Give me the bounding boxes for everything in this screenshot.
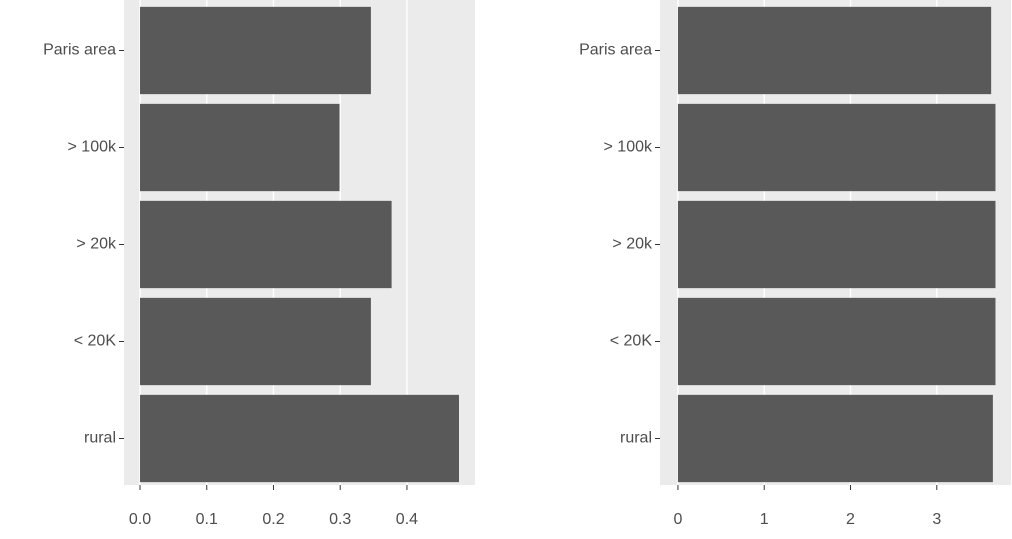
bar: [677, 6, 992, 95]
x-tick-label: 1: [760, 511, 769, 528]
y-tick-label: > 20k: [76, 236, 117, 253]
y-tick-label: Paris area: [43, 42, 116, 59]
y-tick-label: > 100k: [604, 139, 653, 156]
bar: [677, 200, 996, 289]
bar: [140, 6, 371, 95]
y-tick-label: < 20K: [74, 333, 117, 350]
x-tick-label: 0.3: [329, 511, 351, 528]
x-tick-label: 0.2: [262, 511, 284, 528]
x-tick-label: 0.1: [196, 511, 218, 528]
y-tick-label: rural: [84, 430, 116, 447]
bar: [140, 297, 371, 386]
bar: [140, 394, 459, 483]
x-tick-label: 0: [673, 511, 682, 528]
x-tick-label: 0.0: [129, 511, 151, 528]
y-tick-label: rural: [620, 430, 652, 447]
x-tick-label: 0.4: [396, 511, 418, 528]
bar: [140, 103, 340, 192]
y-tick-label: > 100k: [68, 139, 117, 156]
y-tick-label: > 20k: [612, 236, 653, 253]
y-tick-label: Paris area: [579, 42, 652, 59]
y-tick-label: < 20K: [610, 333, 653, 350]
bar: [677, 103, 996, 192]
bar: [140, 200, 392, 289]
x-tick-label: 3: [932, 511, 941, 528]
bar: [677, 297, 996, 386]
x-tick-label: 2: [846, 511, 855, 528]
bar: [677, 394, 993, 483]
